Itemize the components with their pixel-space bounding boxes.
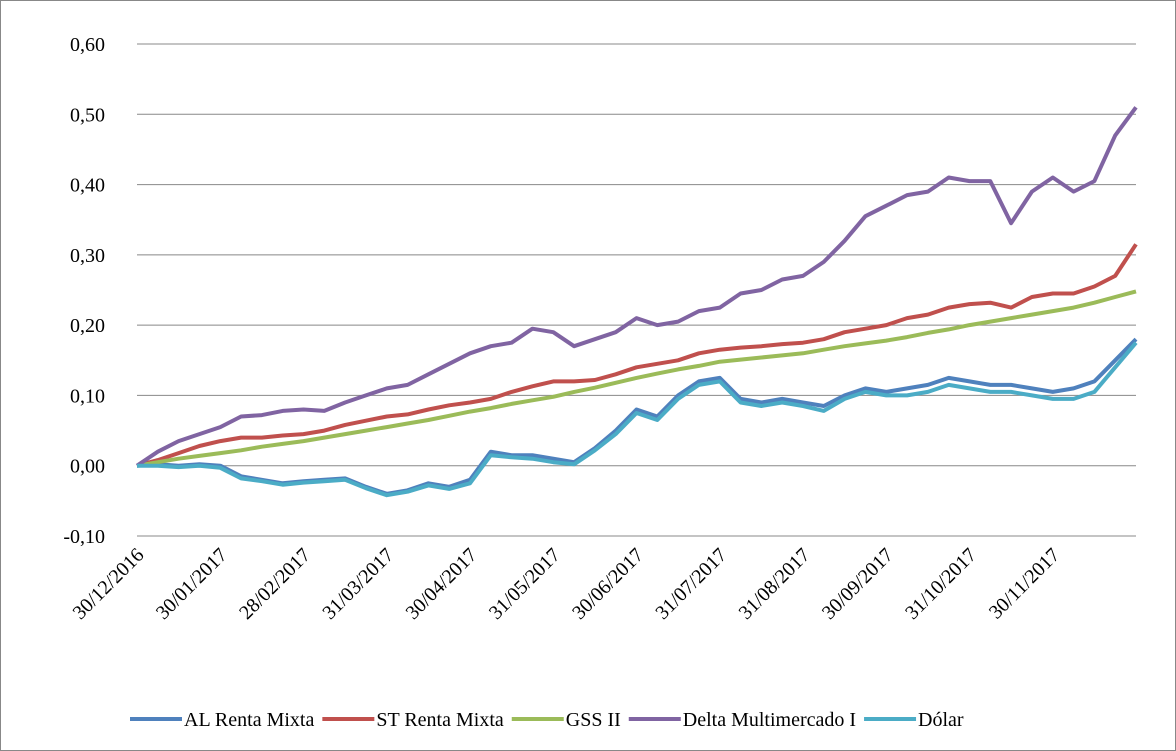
y-tick-label: -0,10 [63, 526, 105, 548]
y-tick-label: 0,60 [70, 34, 105, 56]
y-tick-label: 0,00 [70, 456, 105, 478]
y-tick-label: 0,50 [70, 104, 105, 126]
legend-label: GSS II [566, 709, 621, 731]
y-tick-label: 0,40 [70, 175, 105, 197]
legend-label: Dólar [918, 709, 964, 731]
series-line [136, 243, 1138, 468]
legend-label: Delta Multimercado I [683, 709, 856, 731]
y-tick-label: 0,30 [70, 245, 105, 267]
y-tick-label: 0,20 [70, 315, 105, 337]
legend-label: AL Renta Mixta [184, 709, 314, 731]
series-line [137, 341, 1138, 498]
legend-label: ST Renta Mixta [376, 709, 504, 731]
series-line [135, 106, 1138, 468]
y-tick-label: 0,10 [70, 385, 105, 407]
series-line [136, 289, 1137, 468]
